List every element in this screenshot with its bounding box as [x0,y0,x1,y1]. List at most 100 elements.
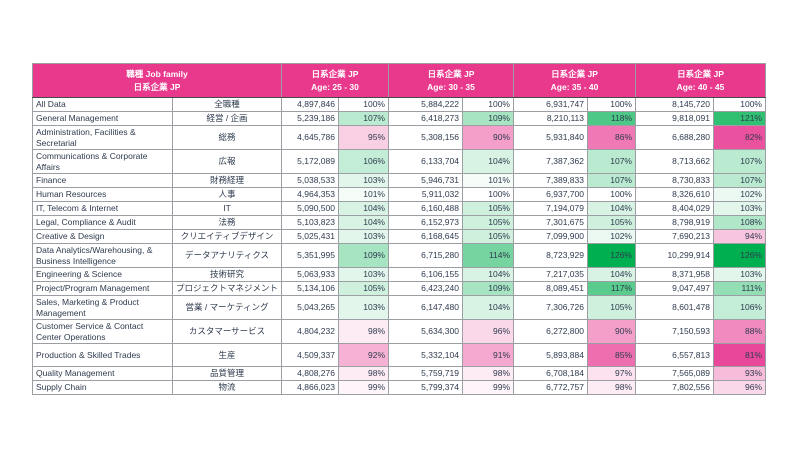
job-family-jp: 財務経理 [172,173,282,188]
salary-index-pct: 111% [713,281,766,296]
table-row: Human Resources 人事 4,964,353 101% 5,911,032 1… [32,187,766,202]
salary-value: 6,557,813 [635,343,714,367]
salary-value: 8,371,958 [635,267,714,282]
salary-index-pct: 105% [338,281,389,296]
job-family-en: Customer Service & Contact Center Operat… [32,319,173,344]
salary-value: 4,509,337 [281,343,339,367]
salary-value: 8,723,929 [513,243,588,268]
salary-value: 6,147,480 [388,295,463,320]
salary-value: 5,103,823 [281,215,339,230]
salary-index-pct: 98% [338,319,389,344]
salary-value: 5,025,431 [281,229,339,244]
salary-index-pct: 98% [338,366,389,381]
salary-value: 5,090,500 [281,201,339,216]
salary-value: 9,047,497 [635,281,714,296]
salary-index-pct: 126% [713,243,766,268]
salary-value: 4,645,786 [281,125,339,150]
salary-value: 5,308,156 [388,125,463,150]
salary-index-pct: 103% [338,229,389,244]
salary-index-pct: 98% [462,366,514,381]
salary-value: 6,418,273 [388,111,463,126]
age-group-range-label: Age: 40 - 45 [676,81,725,92]
table-row: Customer Service & Contact Center Operat… [32,319,766,344]
salary-index-pct: 104% [338,215,389,230]
salary-index-pct: 86% [587,125,636,150]
salary-index-pct: 105% [587,295,636,320]
salary-index-pct: 101% [338,187,389,202]
salary-value: 5,893,884 [513,343,588,367]
salary-index-pct: 106% [713,295,766,320]
job-family-en: General Management [32,111,173,126]
salary-value: 8,798,919 [635,215,714,230]
job-family-en: Human Resources [32,187,173,202]
salary-value: 5,038,533 [281,173,339,188]
salary-index-pct: 106% [338,149,389,174]
table-row: Legal, Compliance & Audit 法務 5,103,823 104%… [32,215,766,230]
salary-value: 8,404,029 [635,201,714,216]
salary-index-pct: 104% [462,149,514,174]
job-family-en: Creative & Design [32,229,173,244]
salary-index-pct: 105% [462,215,514,230]
salary-value: 6,106,155 [388,267,463,282]
salary-index-pct: 103% [713,201,766,216]
salary-index-pct: 92% [338,343,389,367]
salary-index-pct: 105% [462,201,514,216]
salary-value: 6,160,488 [388,201,463,216]
age-group-company-label: 日系企業 JP [677,68,724,79]
salary-value: 6,688,280 [635,125,714,150]
salary-value: 4,866,023 [281,380,339,395]
salary-value: 4,897,846 [281,97,339,112]
salary-index-pct: 91% [462,343,514,367]
job-family-jp: 品質管理 [172,366,282,381]
salary-value: 6,937,700 [513,187,588,202]
salary-index-pct: 100% [713,97,766,112]
age-group-range-label: Age: 35 - 40 [550,81,599,92]
salary-index-pct: 107% [713,173,766,188]
job-family-en: Engineering & Science [32,267,173,282]
salary-value: 5,172,089 [281,149,339,174]
salary-value: 5,884,222 [388,97,463,112]
salary-index-pct: 102% [713,187,766,202]
salary-index-pct: 101% [462,173,514,188]
job-family-en: Sales, Marketing & Product Management [32,295,173,320]
salary-index-pct: 104% [338,201,389,216]
job-family-en: Data Analytics/Warehousing, & Business I… [32,243,173,268]
job-family-en: Communications & Corporate Affairs [32,149,173,174]
age-group-company-label: 日系企業 JP [311,68,359,79]
salary-index-pct: 100% [587,97,636,112]
salary-index-pct: 95% [338,125,389,150]
salary-value: 6,152,973 [388,215,463,230]
job-family-jp: データアナリティクス [172,243,282,268]
salary-index-pct: 107% [713,149,766,174]
salary-value: 7,306,726 [513,295,588,320]
salary-index-pct: 96% [713,380,766,395]
salary-value: 8,210,113 [513,111,588,126]
job-family-jp: クリエイティブデザイン [172,229,282,244]
table-row: Data Analytics/Warehousing, & Business I… [32,243,766,268]
salary-index-pct: 104% [587,201,636,216]
salary-index-pct: 102% [587,229,636,244]
salary-value: 7,389,833 [513,173,588,188]
salary-value: 6,133,704 [388,149,463,174]
salary-index-pct: 100% [587,187,636,202]
job-family-jp: 法務 [172,215,282,230]
salary-index-pct: 103% [338,173,389,188]
job-family-en: Legal, Compliance & Audit [32,215,173,230]
salary-table: 職種 Job family 日系企業 JP 日系企業 JP Age: 25 - 3… [32,63,766,395]
salary-index-pct: 117% [587,281,636,296]
salary-value: 5,134,106 [281,281,339,296]
salary-value: 6,715,280 [388,243,463,268]
salary-value: 5,043,265 [281,295,339,320]
salary-index-pct: 105% [587,215,636,230]
salary-index-pct: 107% [338,111,389,126]
salary-index-pct: 96% [462,319,514,344]
salary-value: 7,194,079 [513,201,588,216]
salary-index-pct: 103% [713,267,766,282]
job-family-jp: IT [172,201,282,216]
salary-value: 6,272,800 [513,319,588,344]
salary-index-pct: 104% [462,295,514,320]
salary-index-pct: 121% [713,111,766,126]
salary-value: 7,301,675 [513,215,588,230]
salary-index-pct: 88% [713,319,766,344]
